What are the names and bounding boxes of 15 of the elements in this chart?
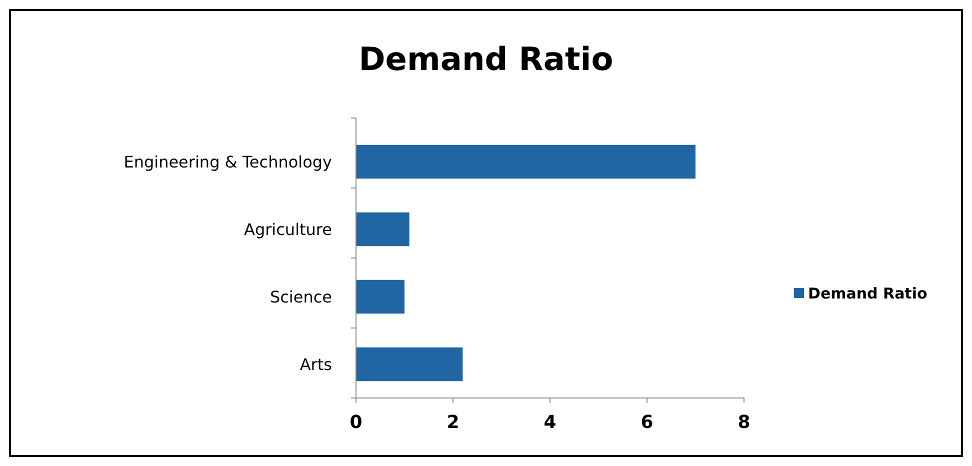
bar	[356, 212, 410, 246]
x-tick-label: 0	[350, 412, 362, 433]
legend-label: Demand Ratio	[808, 284, 928, 302]
x-tick-label: 6	[640, 412, 654, 433]
y-tick-label: Engineering & Technology	[124, 152, 332, 172]
bar	[356, 144, 696, 179]
x-tick-label: 4	[544, 412, 556, 433]
y-tick-label: Arts	[300, 354, 332, 374]
chart-title: Demand Ratio	[358, 40, 614, 78]
y-tick-label: Science	[270, 287, 332, 306]
y-tick-label: Agriculture	[244, 220, 332, 239]
bar	[356, 280, 404, 314]
x-tick-label: 8	[738, 412, 750, 433]
bar	[356, 347, 463, 382]
x-tick-label: 2	[446, 412, 460, 433]
